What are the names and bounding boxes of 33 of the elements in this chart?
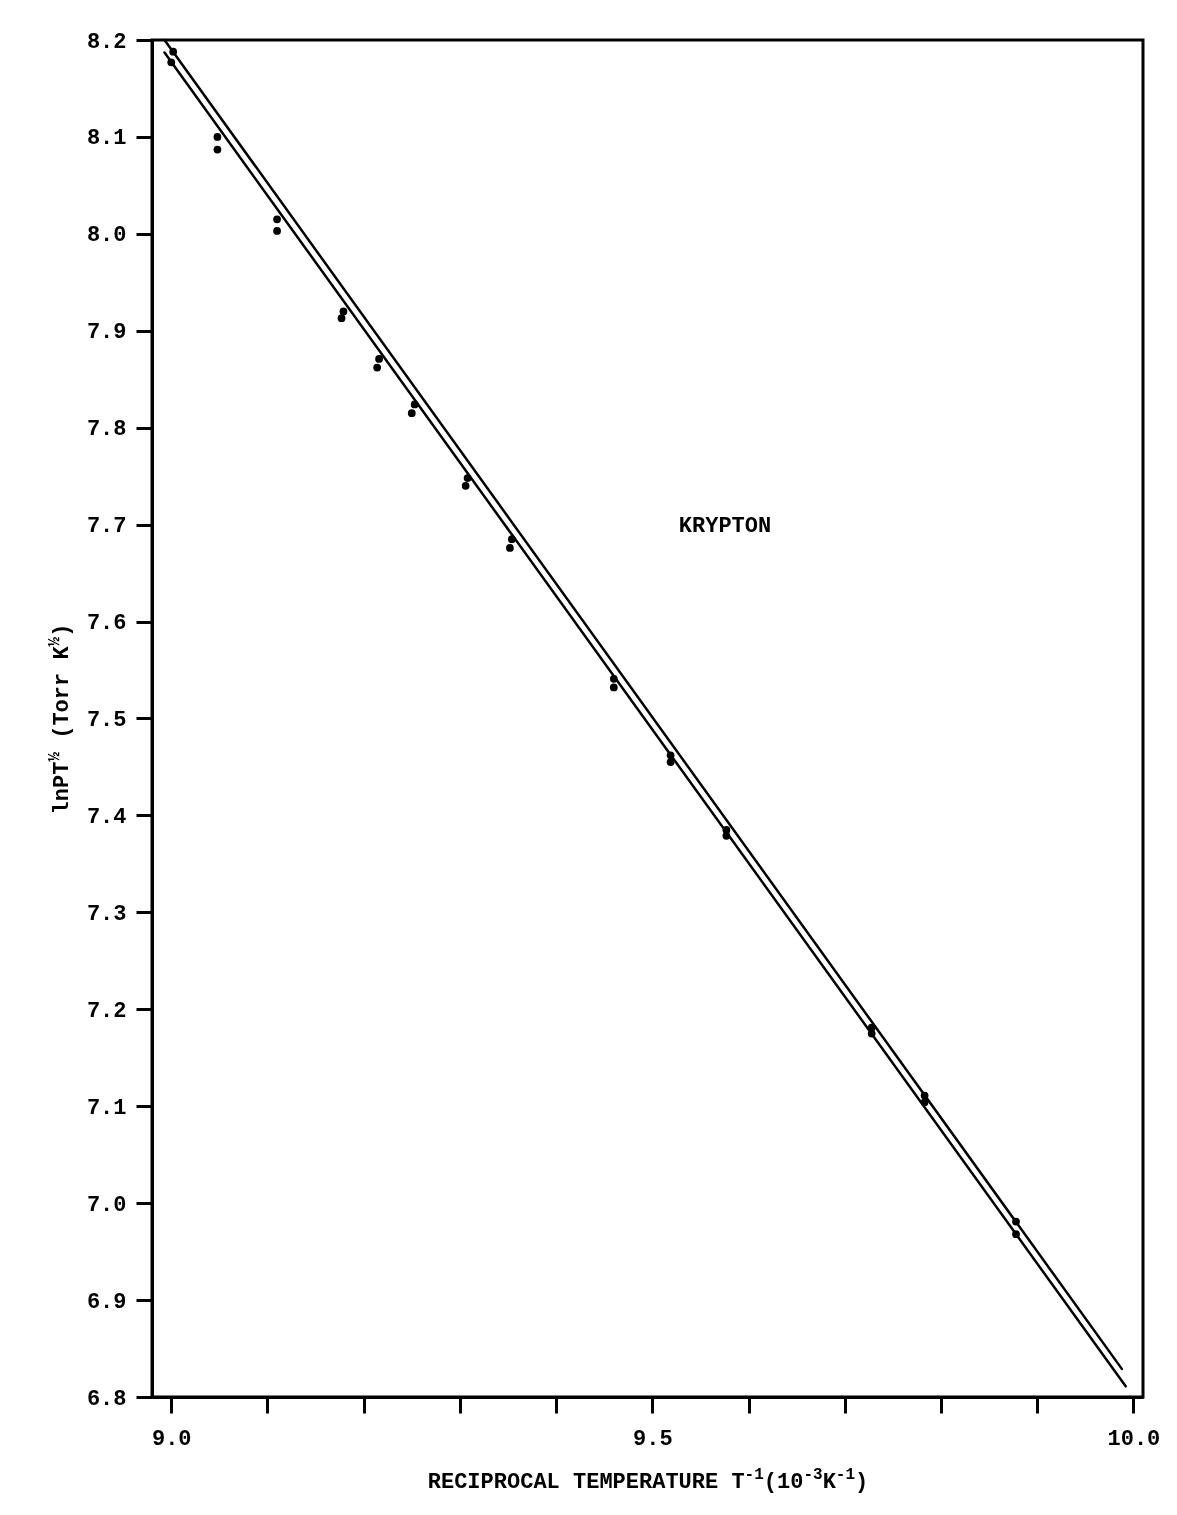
point [407, 409, 416, 418]
y-tick-label: 7.9 [86, 320, 127, 346]
y-tick-label: 6.8 [86, 1386, 127, 1412]
point [213, 145, 222, 154]
y-tick-label: 6.9 [86, 1289, 127, 1315]
y-tick-label: 7.5 [86, 708, 127, 733]
y-tick-label: 7.0 [86, 1192, 127, 1218]
point [339, 307, 348, 316]
point [375, 355, 383, 363]
x-tick-label: 9.5 [633, 1426, 673, 1452]
y-tick-label: 7.4 [86, 804, 127, 830]
point [506, 544, 514, 552]
y-tick-label: 7.8 [86, 417, 127, 443]
x-tick-label: 10.0 [1107, 1426, 1161, 1452]
y-tick-label: 7.3 [86, 901, 127, 927]
x-axis-title: RECIPROCAL TEMPERATURE T$^{-1}$(10$^{-3}$K$^{-1}$) [427, 1465, 869, 1495]
y-tick-label: 7.1 [86, 1095, 127, 1121]
point [666, 758, 675, 766]
point [461, 482, 470, 490]
y-tick-label: 7.7 [86, 514, 127, 540]
y-tick-label: 7.6 [86, 611, 127, 637]
y-tick-label: 8.1 [86, 126, 127, 152]
y-tick-label: 8.0 [86, 223, 127, 249]
point [373, 363, 382, 372]
point [273, 215, 281, 224]
y-tick-label: 8.2 [86, 29, 127, 55]
x-tick-label: 9.0 [151, 1426, 192, 1452]
y-tick-label: 7.2 [86, 998, 127, 1024]
annotation: KRYPTON [678, 514, 772, 539]
point [273, 227, 281, 235]
point [337, 314, 346, 323]
point [609, 683, 618, 692]
point [213, 133, 222, 141]
